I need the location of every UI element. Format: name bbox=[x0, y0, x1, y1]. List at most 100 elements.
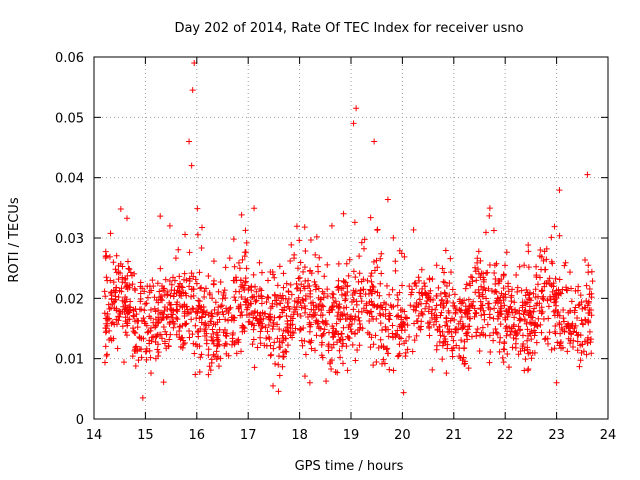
data-point bbox=[585, 319, 592, 326]
data-point bbox=[437, 332, 444, 339]
data-point bbox=[490, 337, 497, 344]
data-point bbox=[223, 333, 230, 340]
data-point bbox=[406, 333, 413, 340]
data-point bbox=[345, 272, 352, 279]
data-point bbox=[471, 313, 478, 320]
data-point bbox=[280, 353, 287, 360]
data-point bbox=[561, 262, 568, 269]
data-point bbox=[481, 316, 488, 323]
x-tick-label: 18 bbox=[291, 428, 308, 443]
data-point bbox=[330, 291, 337, 298]
data-point bbox=[180, 341, 187, 348]
data-point bbox=[162, 276, 169, 283]
data-point bbox=[502, 325, 509, 332]
data-point bbox=[519, 332, 526, 339]
data-point bbox=[263, 298, 270, 305]
data-point bbox=[253, 315, 260, 322]
data-point bbox=[321, 273, 328, 280]
data-point bbox=[511, 299, 518, 306]
data-point bbox=[477, 332, 484, 339]
data-point bbox=[368, 313, 375, 320]
data-point bbox=[195, 302, 202, 309]
data-point bbox=[335, 277, 342, 284]
data-point bbox=[132, 318, 139, 325]
data-point bbox=[329, 334, 336, 341]
data-point bbox=[143, 300, 150, 307]
data-point bbox=[360, 286, 367, 293]
data-point bbox=[147, 315, 154, 322]
data-point bbox=[338, 285, 345, 292]
data-point bbox=[586, 306, 593, 313]
data-point bbox=[419, 311, 426, 318]
data-point bbox=[301, 302, 308, 309]
x-tick-label: 16 bbox=[189, 428, 206, 443]
data-point bbox=[382, 323, 389, 330]
data-point bbox=[110, 259, 117, 266]
data-point bbox=[282, 348, 289, 355]
data-point bbox=[508, 325, 515, 332]
data-point bbox=[182, 231, 189, 238]
data-point bbox=[209, 337, 216, 344]
data-point bbox=[223, 350, 230, 357]
data-point bbox=[176, 287, 183, 294]
data-point bbox=[120, 359, 127, 366]
data-point bbox=[276, 326, 283, 333]
data-point bbox=[524, 326, 531, 333]
data-point bbox=[152, 322, 159, 329]
data-point bbox=[142, 301, 149, 308]
data-point bbox=[166, 321, 173, 328]
data-point bbox=[144, 283, 151, 290]
data-point bbox=[512, 344, 519, 351]
data-point bbox=[432, 306, 439, 313]
data-point bbox=[564, 348, 571, 355]
data-point bbox=[107, 289, 114, 296]
data-point bbox=[114, 345, 121, 352]
data-point bbox=[442, 338, 449, 345]
data-point bbox=[505, 309, 512, 316]
data-point bbox=[181, 310, 188, 317]
data-point bbox=[353, 105, 360, 112]
data-point bbox=[302, 305, 309, 312]
data-point bbox=[143, 322, 150, 329]
data-point bbox=[269, 303, 276, 310]
data-point bbox=[189, 331, 196, 338]
data-point bbox=[396, 341, 403, 348]
data-point bbox=[265, 294, 272, 301]
data-point bbox=[177, 343, 184, 350]
data-point bbox=[369, 283, 376, 290]
data-point bbox=[157, 294, 164, 301]
data-point bbox=[196, 343, 203, 350]
data-point bbox=[401, 308, 408, 315]
data-point bbox=[572, 304, 579, 311]
data-point bbox=[568, 285, 575, 292]
data-point bbox=[436, 338, 443, 345]
data-point bbox=[306, 328, 313, 335]
data-point bbox=[328, 344, 335, 351]
x-tick-label: 19 bbox=[343, 428, 360, 443]
data-point bbox=[243, 239, 250, 246]
data-point bbox=[429, 276, 436, 283]
data-point bbox=[531, 319, 538, 326]
data-point bbox=[209, 295, 216, 302]
data-point bbox=[170, 293, 177, 300]
data-point bbox=[462, 285, 469, 292]
data-point bbox=[525, 242, 532, 249]
data-point bbox=[565, 335, 572, 342]
data-point bbox=[203, 337, 210, 344]
data-point bbox=[239, 322, 246, 329]
data-point bbox=[402, 337, 409, 344]
data-point bbox=[320, 294, 327, 301]
data-point bbox=[192, 322, 199, 329]
data-point bbox=[222, 332, 229, 339]
data-point bbox=[147, 354, 154, 361]
data-point bbox=[366, 318, 373, 325]
data-point bbox=[382, 306, 389, 313]
data-point bbox=[548, 346, 555, 353]
data-point bbox=[404, 322, 411, 329]
data-point bbox=[350, 120, 357, 127]
data-point bbox=[279, 363, 286, 370]
data-point bbox=[257, 292, 264, 299]
data-point bbox=[202, 320, 209, 327]
data-point bbox=[249, 293, 256, 300]
